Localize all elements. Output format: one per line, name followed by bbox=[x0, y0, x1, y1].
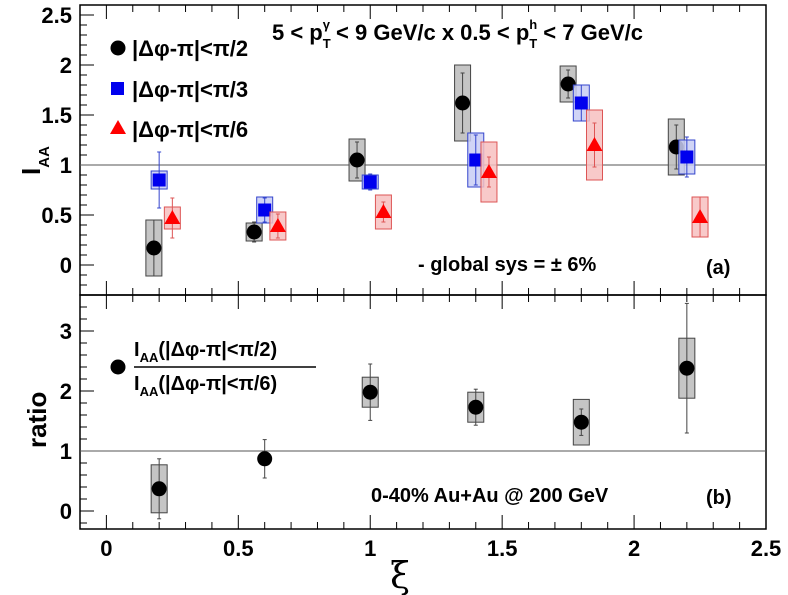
y-tick-label-b: 0 bbox=[60, 499, 72, 524]
x-tick-label: 0.5 bbox=[223, 536, 254, 561]
legend-denominator: IAA(|Δφ-π|<π/6) bbox=[134, 373, 277, 399]
data-point-square bbox=[680, 150, 694, 164]
data-point-circle bbox=[468, 399, 484, 415]
data-point-triangle bbox=[586, 137, 603, 151]
panel-b-legend: IAA(|Δφ-π|<π/2) IAA(|Δφ-π|<π/6) bbox=[110, 339, 316, 399]
data-point-triangle bbox=[269, 218, 286, 232]
legend-numerator: IAA(|Δφ-π|<π/2) bbox=[134, 339, 277, 365]
data-point-square bbox=[574, 96, 588, 110]
legend-label-pi6: |Δφ-π|<π/6 bbox=[132, 117, 248, 142]
x-axis-label: ξ bbox=[390, 556, 410, 595]
legend-marker-square bbox=[111, 82, 124, 95]
panel-b-label: (b) bbox=[706, 487, 732, 509]
x-tick-label: 0 bbox=[100, 536, 112, 561]
y-tick-label-a: 1 bbox=[60, 153, 72, 178]
y-tick-label-a: 2.5 bbox=[41, 3, 72, 28]
y-tick-label-b: 3 bbox=[60, 319, 72, 344]
x-tick-label: 1 bbox=[364, 536, 376, 561]
y-tick-label-a: 0.5 bbox=[41, 203, 72, 228]
y-tick-label-a: 0 bbox=[60, 253, 72, 278]
legend-label-pi2: |Δφ-π|<π/2 bbox=[132, 36, 248, 61]
data-point-triangle bbox=[480, 164, 497, 178]
panel-a-label: (a) bbox=[706, 257, 730, 279]
y-tick-label-b: 1 bbox=[60, 439, 72, 464]
x-tick-label: 2 bbox=[628, 536, 640, 561]
plot-layer: 0 0.5 1 1.5 2 2.5 0 1 2 3 0 0.5 1 1.5 2 2.5 bbox=[41, 3, 781, 561]
panel-b-ylabel: ratio bbox=[22, 392, 52, 448]
global-sys-annotation: - global sys = ± 6% bbox=[418, 254, 596, 276]
x-tick-label: 2.5 bbox=[751, 536, 782, 561]
panel-a-title: 5 < pTγ < 9 GeV/c x 0.5 < pTh < 7 GeV/c bbox=[272, 17, 643, 51]
data-point-triangle bbox=[375, 204, 392, 218]
legend-marker-triangle bbox=[110, 120, 126, 134]
legend-label-pi3: |Δφ-π|<π/3 bbox=[132, 77, 248, 102]
data-point-circle bbox=[349, 152, 365, 168]
collision-annotation: 0-40% Au+Au @ 200 GeV bbox=[371, 485, 609, 507]
data-point-square bbox=[152, 173, 166, 187]
y-tick-label-a: 2 bbox=[60, 53, 72, 78]
data-point-circle bbox=[257, 451, 273, 467]
data-point-triangle bbox=[164, 210, 181, 224]
data-point-square bbox=[363, 175, 377, 189]
legend-marker-circle bbox=[110, 40, 126, 56]
data-point-circle bbox=[246, 224, 262, 240]
y-tick-label-b: 2 bbox=[60, 379, 72, 404]
panel-a-legend: |Δφ-π|<π/2 |Δφ-π|<π/3 |Δφ-π|<π/6 bbox=[110, 36, 248, 142]
data-point-circle bbox=[455, 95, 471, 111]
panel-a-ylabel: IAA bbox=[16, 146, 53, 175]
data-point-square bbox=[469, 153, 483, 167]
y-tick-label-a: 1.5 bbox=[41, 103, 72, 128]
legend-marker-ratio bbox=[110, 359, 126, 375]
data-point-circle bbox=[146, 240, 162, 256]
data-point-circle bbox=[362, 384, 378, 400]
data-point-circle bbox=[573, 414, 589, 430]
data-point-circle bbox=[679, 360, 695, 376]
data-point-square bbox=[258, 203, 272, 217]
x-tick-label: 1.5 bbox=[487, 536, 518, 561]
data-point-circle bbox=[560, 76, 576, 92]
data-point-triangle bbox=[692, 209, 709, 223]
data-point-circle bbox=[151, 481, 167, 497]
